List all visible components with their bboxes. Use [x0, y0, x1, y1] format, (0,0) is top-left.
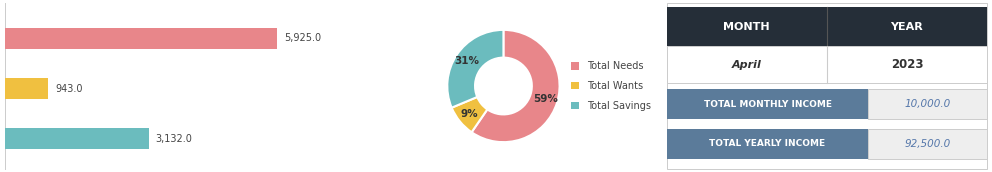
Text: 943.0: 943.0	[56, 83, 82, 94]
Text: 10,000.0: 10,000.0	[905, 99, 951, 109]
Text: YEAR: YEAR	[891, 22, 924, 31]
Text: 2023: 2023	[891, 58, 924, 71]
Bar	[5, 128, 149, 149]
Bar	[868, 89, 987, 119]
Text: TOTAL YEARLY INCOME: TOTAL YEARLY INCOME	[709, 139, 825, 148]
Bar	[667, 89, 868, 119]
Bar	[5, 78, 49, 99]
Text: 3,132.0: 3,132.0	[156, 133, 192, 144]
Bar	[5, 28, 278, 49]
Wedge shape	[471, 30, 559, 142]
Text: 31%: 31%	[454, 56, 479, 66]
Bar	[667, 7, 827, 46]
Text: 9%: 9%	[460, 109, 478, 119]
Bar	[667, 129, 868, 159]
Text: TOTAL MONTHLY INCOME: TOTAL MONTHLY INCOME	[703, 100, 831, 109]
Bar	[827, 7, 987, 46]
Legend: Total Needs, Total Wants, Total Savings: Total Needs, Total Wants, Total Savings	[571, 61, 651, 111]
Text: April: April	[732, 60, 762, 69]
Text: 92,500.0: 92,500.0	[905, 139, 951, 149]
Text: 5,925.0: 5,925.0	[284, 34, 321, 44]
Bar	[868, 129, 987, 159]
Wedge shape	[451, 97, 487, 132]
Wedge shape	[447, 30, 504, 108]
Bar	[667, 46, 987, 83]
Text: 59%: 59%	[534, 94, 558, 104]
Text: MONTH: MONTH	[723, 22, 770, 31]
